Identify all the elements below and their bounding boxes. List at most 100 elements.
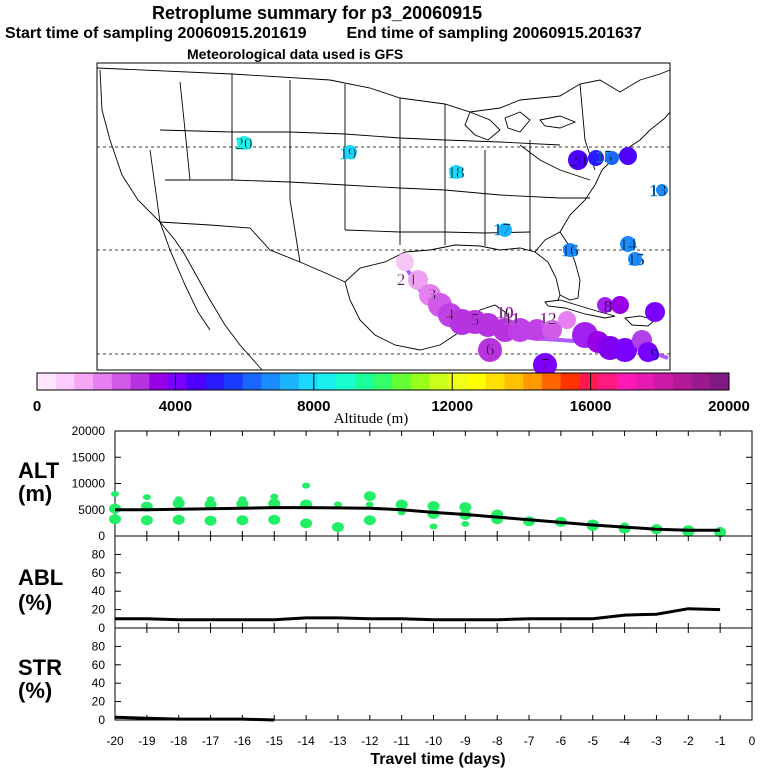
y-tick-label: 20 <box>92 695 106 709</box>
colorbar-cell <box>167 373 188 390</box>
trajectory-day-label: 17 <box>494 220 512 239</box>
y-tick-label: 10000 <box>72 477 106 491</box>
colorbar-tick-label: 4000 <box>159 398 192 415</box>
alt-point <box>427 501 440 512</box>
y-tick-label: 40 <box>92 676 106 690</box>
trajectory-day-label: 10 <box>497 303 514 322</box>
x-tick-label: -12 <box>361 734 379 748</box>
colorbar-cell <box>130 373 150 390</box>
x-tick-label: -16 <box>234 734 252 748</box>
colorbar-cell <box>224 373 244 390</box>
alt-label-line2: (m) <box>18 481 52 506</box>
trajectory-blob <box>237 136 251 150</box>
y-tick-label: 80 <box>92 639 106 653</box>
trajectory-blob <box>449 165 463 179</box>
trajectory-blob <box>611 296 629 314</box>
x-tick-label: -14 <box>297 734 315 748</box>
alt-point <box>172 498 185 509</box>
colorbar-cell <box>691 373 711 390</box>
trajectory-blob <box>558 311 576 329</box>
trajectory-blob <box>638 342 658 362</box>
alt-point <box>270 493 279 500</box>
colorbar-tick-label: 8000 <box>297 398 330 415</box>
trajectory-blob <box>588 150 604 166</box>
alt-yticks: 0 5000 10000 15000 20000 <box>72 424 752 543</box>
trajectory-day-label: 2 <box>397 270 406 289</box>
str-yticks: 0 20 40 60 80 <box>92 639 752 727</box>
colorbar-cell <box>149 373 169 390</box>
colorbar-cell <box>598 373 618 390</box>
trajectory-day-label: 15 <box>628 250 645 269</box>
alt-label-line1: ALT <box>18 458 60 483</box>
y-tick-label: 0 <box>98 621 105 635</box>
chart-title: Retroplume summary for p3_20060915 <box>152 3 483 23</box>
alt-point <box>461 520 470 527</box>
alt-point <box>109 514 121 525</box>
y-tick-label: 0 <box>98 529 105 543</box>
alt-point <box>300 518 313 529</box>
colorbar-cell <box>373 373 393 390</box>
trajectory-day-label: 13 <box>650 181 667 200</box>
x-tick-label: -18 <box>170 734 188 748</box>
alt-point <box>142 494 151 501</box>
trajectory-blob <box>533 353 557 377</box>
colorbar-cell <box>654 373 674 390</box>
trajectory-blob <box>542 320 562 340</box>
colorbar-cell <box>93 373 113 390</box>
alt-point <box>333 501 342 508</box>
alt-median-line <box>115 506 721 532</box>
str-label-line2: (%) <box>18 678 52 703</box>
y-tick-label: 40 <box>92 584 106 598</box>
colorbar-cell <box>392 373 412 390</box>
end-time-label: End time of sampling 20060915.201637 <box>346 25 642 42</box>
trajectory-blob <box>498 223 512 237</box>
trajectory-day-label: 20 <box>570 151 587 170</box>
colorbar-cell <box>205 373 225 390</box>
colorbar-cell <box>541 373 562 390</box>
trajectory-blob <box>568 150 588 170</box>
x-tick-label: -10 <box>425 734 443 748</box>
x-tick-label: -5 <box>587 734 598 748</box>
alt-point <box>395 499 408 510</box>
alt-point <box>363 515 376 526</box>
x-tick-label: -19 <box>138 734 156 748</box>
alt-point <box>140 515 153 526</box>
met-data-label: Meteorological data used is GFS <box>187 46 404 62</box>
colorbar-cell <box>111 373 132 390</box>
colorbar-cell <box>672 373 693 390</box>
trajectory-day-label: 9 <box>651 345 660 364</box>
trajectory-day-label: 8 <box>604 297 613 316</box>
colorbar-cell <box>448 373 468 390</box>
x-tick-label: -4 <box>619 734 630 748</box>
colorbar-cell <box>616 373 636 390</box>
trajectory-day-label: 16 <box>562 241 579 260</box>
colorbar-cell <box>336 373 356 390</box>
trajectory-day-label: 4 <box>446 305 455 324</box>
y-tick-label: 80 <box>92 547 106 561</box>
trajectory-blob <box>563 243 577 257</box>
colorbar-cell <box>242 373 262 390</box>
colorbar-cell <box>560 373 580 390</box>
trajectory-day-label: 20 <box>236 134 253 153</box>
colorbar-cell <box>261 373 281 390</box>
x-tick-label: -1 <box>715 734 726 748</box>
alt-point <box>459 502 472 513</box>
alt-point <box>268 498 281 509</box>
trajectory-blob <box>605 151 619 165</box>
alt-point <box>429 523 438 530</box>
x-tick-label: -9 <box>460 734 471 748</box>
x-tick-label: -3 <box>651 734 662 748</box>
x-tick-labels: -20 -19 -18 -17 -16 -15 -14 -13 -12 -11 -10 -9 -8 -7-… <box>106 734 755 748</box>
y-tick-label: 15000 <box>72 450 106 464</box>
y-tick-label: 60 <box>92 658 106 672</box>
trajectory-day-label: 14 <box>620 235 638 254</box>
colorbar-cell <box>186 373 206 390</box>
x-tick-label: -7 <box>524 734 535 748</box>
colorbar-cell <box>37 373 57 390</box>
trajectory-day-label: 1 <box>409 270 418 289</box>
alt-point <box>236 498 249 509</box>
colorbar-tick-label: 16000 <box>570 398 612 415</box>
alt-point <box>204 515 217 526</box>
trajectory-blob <box>478 338 502 362</box>
